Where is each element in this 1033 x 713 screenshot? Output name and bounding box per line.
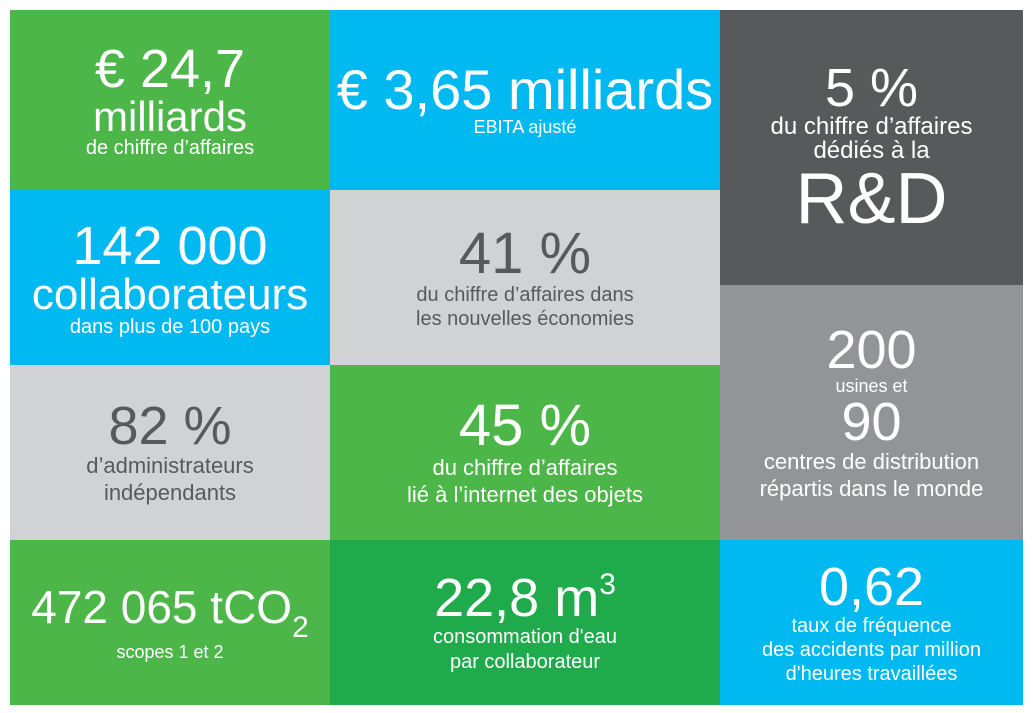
tile-revenue: € 24,7 milliards de chiffre d’affaires [10,10,330,190]
caption: les nouvelles économies [416,307,634,330]
headline: R&D [795,158,948,239]
headline-text: 472 065 tCO [31,581,293,633]
caption: dans plus de 100 pays [69,315,271,338]
caption: de chiffre d’affaires [85,137,255,159]
tile-rd: 5 % du chiffre d’affaires dédiés à la R&… [720,10,1023,285]
tile-accidents: 0,62 taux de fréquence des accidents par… [720,540,1023,705]
tile-new-economies: 41 % du chiffre d’affaires dans les nouv… [330,190,720,365]
subscript: 2 [292,611,309,644]
headline: 0,62 [818,556,925,617]
caption: du chiffre d’affaires [432,455,618,481]
tile-iot: 45 % du chiffre d’affaires lié à l’inter… [330,365,720,540]
tile-ebita: € 3,65 milliards EBITA ajusté [330,10,720,190]
headline: 5 % [824,57,919,118]
caption: du chiffre d’affaires dans [416,283,634,306]
caption: du chiffre d’affaires [770,112,973,140]
headline-text: 22,8 m [434,568,600,628]
caption: usines et [835,376,908,397]
subheadline: collaborateurs [31,269,309,319]
caption: des accidents par million [762,638,981,661]
headline: 41 % [458,220,592,286]
caption: taux de fréquence [791,614,952,637]
caption: scopes 1 et 2 [116,642,224,662]
caption: centres de distribution [763,449,980,475]
headline: 22,8 m3 [434,568,616,628]
caption: par collaborateur [449,651,601,673]
superscript: 3 [599,568,616,601]
headline: € 3,65 milliards [336,58,714,121]
caption: indépendants [103,479,237,505]
caption: dédiés à la [813,136,930,164]
caption: répartis dans le monde [759,475,984,501]
caption: d'heures travaillées [785,662,958,685]
headline: 200 [826,320,917,381]
tile-co2: 472 065 tCO2 scopes 1 et 2 [10,540,330,705]
headline: 90 [841,392,902,453]
headline: € 24,7 [94,39,246,99]
headline: 45 % [458,393,592,459]
caption: lié à l’internet des objets [406,481,644,507]
headline: 82 % [108,396,232,457]
tile-water: 22,8 m3 consommation d'eau par collabora… [330,540,720,705]
headline: 472 065 tCO2 [31,584,309,643]
subheadline: milliards [92,93,247,140]
caption: consommation d'eau [433,626,617,648]
caption: d’administrateurs [86,453,254,479]
caption: EBITA ajusté [473,117,577,137]
tile-plants: 200 usines et 90 centres de distribution… [720,285,1023,540]
headline: 142 000 [72,215,268,276]
tile-employees: 142 000 collaborateurs dans plus de 100 … [10,190,330,365]
tile-directors: 82 % d’administrateurs indépendants [10,365,330,540]
